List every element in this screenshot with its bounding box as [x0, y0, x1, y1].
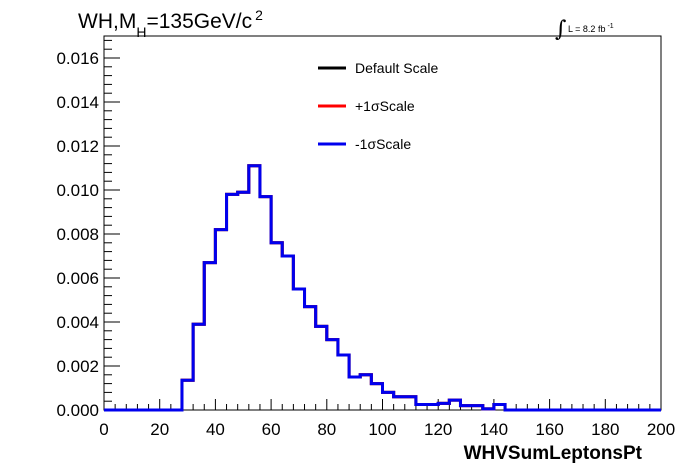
series-line	[104, 164, 661, 412]
y-tick-label: 0.002	[56, 357, 99, 376]
y-tick-label: 0.008	[56, 225, 99, 244]
y-tick-label: 0.012	[56, 137, 99, 156]
legend-label: Default Scale	[355, 60, 438, 76]
x-tick-label: 160	[535, 420, 563, 439]
x-tick-label: 20	[150, 420, 169, 439]
series-line	[104, 164, 661, 412]
x-tick-label: 100	[368, 420, 396, 439]
x-tick-label: 200	[647, 420, 675, 439]
x-tick-label: 180	[591, 420, 619, 439]
y-tick-label: 0.004	[56, 313, 99, 332]
y-tick-label: 0.006	[56, 269, 99, 288]
x-tick-label: 140	[480, 420, 508, 439]
title-superscript: 2	[255, 7, 263, 23]
x-axis: 0 20 40 60 80 100 120 140 160 180 200	[99, 399, 675, 439]
x-tick-label: 60	[262, 420, 281, 439]
plot-frame	[103, 35, 662, 411]
title-subscript: H	[136, 24, 146, 40]
legend-label: -1σScale	[355, 136, 411, 152]
title-main: =135GeV/c	[146, 10, 252, 33]
y-tick-label: 0.000	[56, 401, 99, 420]
x-tick-label: 0	[99, 420, 108, 439]
luminosity-superscript: -1	[607, 23, 613, 30]
legend-label: +1σScale	[355, 98, 415, 114]
chart-title: WH,MH=135GeV/c 2	[78, 7, 263, 40]
y-tick-label: 0.010	[56, 181, 99, 200]
series-layer	[104, 164, 661, 412]
y-axis: 0.000 0.002 0.004 0.006 0.008 0.010 0.012 0.014…	[56, 39, 120, 420]
y-tick-label: 0.016	[56, 49, 99, 68]
x-tick-label: 40	[206, 420, 225, 439]
series-line	[104, 164, 661, 412]
luminosity-label: L = 8.2 fb -1	[568, 23, 614, 34]
legend: Default Scale +1σScale -1σScale	[318, 60, 438, 152]
integral-symbol: ∫	[555, 17, 567, 42]
title-prefix: WH,M	[78, 10, 136, 33]
x-tick-label: 120	[424, 420, 452, 439]
y-tick-label: 0.014	[56, 93, 99, 112]
luminosity-text: L = 8.2 fb	[568, 24, 605, 34]
x-axis-label: WHVSumLeptonsPt	[464, 443, 643, 464]
x-tick-label: 80	[317, 420, 336, 439]
